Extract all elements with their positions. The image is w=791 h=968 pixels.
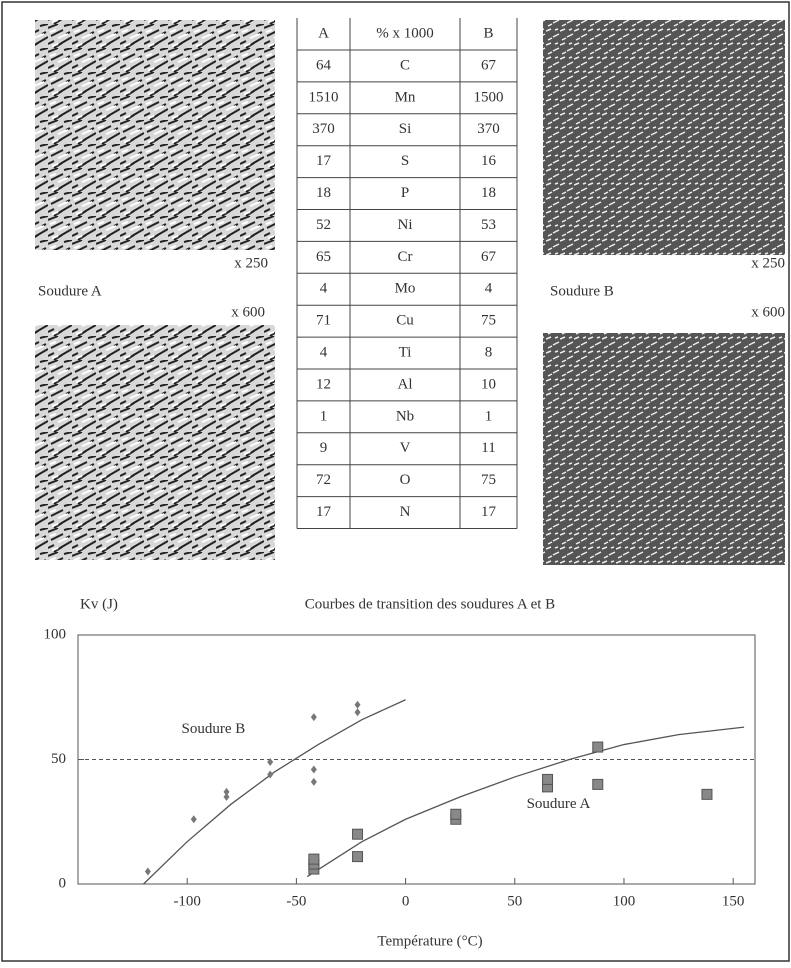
micrograph [543, 20, 785, 255]
point [352, 828, 364, 840]
table-cell: 1 [485, 408, 493, 424]
table-cell: 12 [316, 376, 331, 392]
y-tick-label: 100 [44, 626, 67, 642]
point [592, 778, 604, 790]
y-tick-label: 0 [59, 875, 67, 891]
point [223, 792, 230, 801]
micrograph [35, 325, 275, 560]
table-cell: P [401, 185, 409, 201]
point [542, 773, 554, 785]
table-cell: 65 [316, 249, 331, 265]
table-cell: Al [398, 376, 413, 392]
table-cell: 64 [316, 57, 332, 73]
point [592, 741, 604, 753]
fit-curve [143, 699, 406, 885]
table-cell: 67 [481, 57, 497, 73]
table-cell: 71 [316, 313, 331, 329]
table-cell: 4 [320, 281, 328, 297]
series-label: Soudure A [527, 796, 591, 812]
point [267, 770, 274, 779]
table-header: % x 1000 [376, 25, 434, 41]
table-cell: 4 [485, 281, 493, 297]
table-cell: 17 [316, 153, 332, 169]
table-cell: C [400, 57, 410, 73]
series-label: Soudure B [182, 721, 246, 737]
point [310, 777, 317, 786]
magnification: x 250 [234, 255, 268, 271]
table-cell: 370 [477, 121, 500, 137]
table-cell: Mn [395, 89, 416, 105]
table-cell: 11 [481, 440, 495, 456]
table-cell: 52 [316, 217, 331, 233]
table-cell: O [400, 472, 411, 488]
table-cell: Cu [396, 313, 414, 329]
table-cell: 4 [320, 344, 328, 360]
point [144, 867, 151, 876]
table-cell: 1500 [474, 89, 504, 105]
point [352, 851, 364, 863]
x-tick-label: 50 [507, 893, 522, 909]
chart-title: Courbes de transition des soudures A et … [305, 596, 555, 612]
table-cell: 17 [481, 504, 497, 520]
table-cell: Ni [398, 217, 413, 233]
table-cell: N [400, 504, 411, 520]
table-cell: Ti [399, 344, 412, 360]
table-header: A [318, 25, 329, 41]
table-cell: 18 [316, 185, 331, 201]
table-cell: 17 [316, 504, 332, 520]
table-cell: 72 [316, 472, 331, 488]
table-cell: Cr [398, 249, 413, 265]
magnification: x 250 [751, 255, 785, 271]
x-tick-label: -100 [173, 893, 201, 909]
table-cell: 16 [481, 153, 497, 169]
table-cell: S [401, 153, 409, 169]
micrograph [543, 333, 785, 565]
point [310, 765, 317, 774]
table-cell: 67 [481, 249, 497, 265]
table-cell: Mo [395, 281, 416, 297]
x-axis-label: Température (°C) [377, 933, 482, 949]
table-cell: 8 [485, 344, 493, 360]
x-tick-label: -50 [286, 893, 306, 909]
x-tick-label: 100 [613, 893, 636, 909]
point [190, 815, 197, 824]
micrograph-label: Soudure B [550, 283, 614, 299]
point [354, 708, 361, 717]
magnification: x 600 [231, 304, 265, 320]
point [450, 808, 462, 820]
table-cell: 18 [481, 185, 496, 201]
x-tick-label: 150 [722, 893, 745, 909]
table-header: B [483, 25, 493, 41]
point [223, 787, 230, 796]
y-tick-label: 50 [51, 751, 66, 767]
table-cell: 53 [481, 217, 496, 233]
table-cell: 1510 [309, 89, 339, 105]
table-cell: 370 [312, 121, 335, 137]
table-cell: 10 [481, 376, 496, 392]
table-cell: V [400, 440, 411, 456]
point [354, 700, 361, 709]
point [701, 788, 713, 800]
table-cell: 1 [320, 408, 328, 424]
y-axis-label: Kv (J) [80, 596, 118, 612]
point [310, 713, 317, 722]
micrograph-label: Soudure A [38, 283, 102, 299]
table-cell: 75 [481, 472, 496, 488]
table-cell: Si [399, 121, 412, 137]
magnification: x 600 [751, 304, 785, 320]
micrograph [35, 20, 275, 250]
point [308, 853, 320, 865]
point [267, 757, 274, 766]
fit-curve [306, 726, 745, 878]
table-cell: Nb [396, 408, 414, 424]
table-cell: 75 [481, 313, 496, 329]
x-tick-label: 0 [402, 893, 410, 909]
table-cell: 9 [320, 440, 328, 456]
